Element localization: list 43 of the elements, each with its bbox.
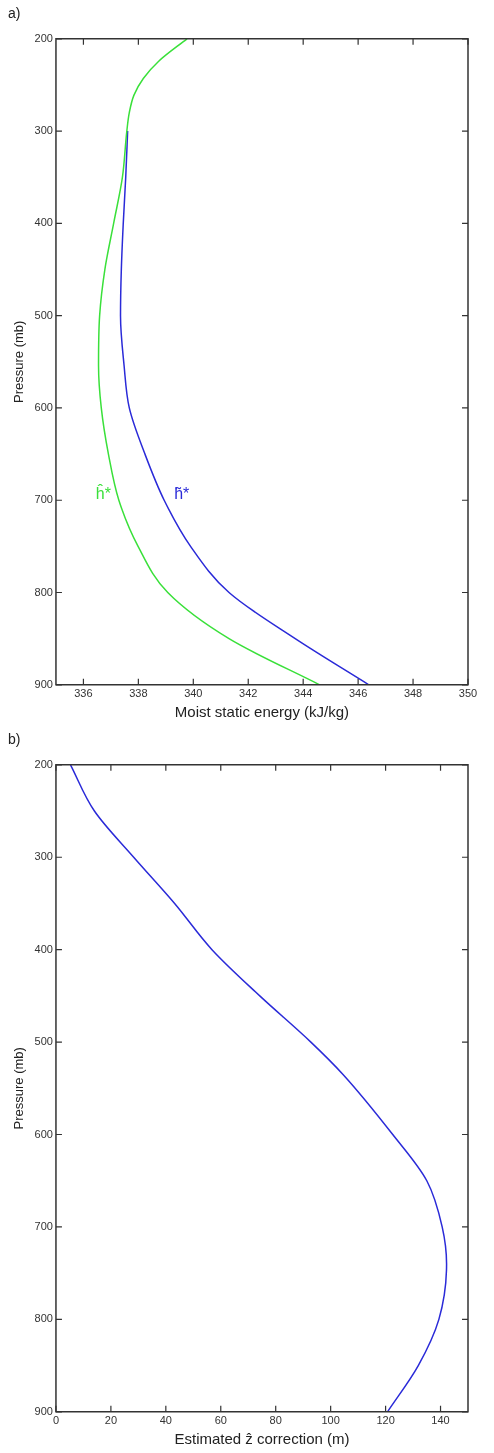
chart-title: a) [8,5,21,22]
y-tick-label: 900 [34,677,53,690]
y-tick-label: 700 [34,1219,53,1232]
y-tick-label: 300 [34,124,53,137]
series-label: h̃* [174,484,190,502]
x-tick-label: 0 [52,1414,60,1427]
x-tick-label: 348 [403,687,423,700]
y-tick-label: 600 [34,400,53,413]
y-tick-label: 600 [34,1127,53,1140]
x-tick-label: 350 [458,687,478,700]
y-axis-title: Pressure (mb) [11,320,27,403]
x-tick-label: 340 [184,687,203,700]
y-tick-label: 400 [34,216,53,229]
x-tick-label: 120 [376,1414,395,1427]
x-tick-label: 60 [214,1414,227,1427]
series-label: ĥ* [95,483,111,502]
y-tick-label: 200 [34,757,53,770]
y-tick-label: 800 [34,1312,53,1325]
y-tick-label: 300 [34,850,53,863]
line-series [97,38,321,685]
chart-title: b) [8,731,21,748]
x-tick-label: 344 [294,687,313,700]
x-tick-label: 20 [104,1414,118,1427]
x-tick-label: 100 [321,1414,340,1427]
y-tick-label: 200 [34,31,53,44]
y-tick-label: 500 [34,1035,53,1048]
y-tick-label: 800 [34,585,53,598]
x-tick-label: 342 [239,687,258,700]
x-tick-label: 140 [431,1414,450,1427]
x-tick-label: 346 [348,687,368,700]
x-tick-label: 40 [159,1414,172,1427]
x-axis-title: Estimated ẑ correction (m) [174,1430,350,1448]
x-tick-label: 336 [74,687,93,700]
y-tick-label: 700 [34,493,53,506]
y-tick-label: 400 [34,942,53,955]
y-axis-title: Pressure (mb) [11,1047,27,1130]
x-axis-title: Moist static energy (kJ/kg) [174,703,350,721]
line-series [119,130,370,685]
x-tick-label: 80 [269,1414,282,1427]
x-tick-label: 338 [129,687,148,700]
y-tick-label: 500 [34,308,53,321]
line-series [69,764,448,1412]
y-tick-label: 900 [34,1404,53,1417]
